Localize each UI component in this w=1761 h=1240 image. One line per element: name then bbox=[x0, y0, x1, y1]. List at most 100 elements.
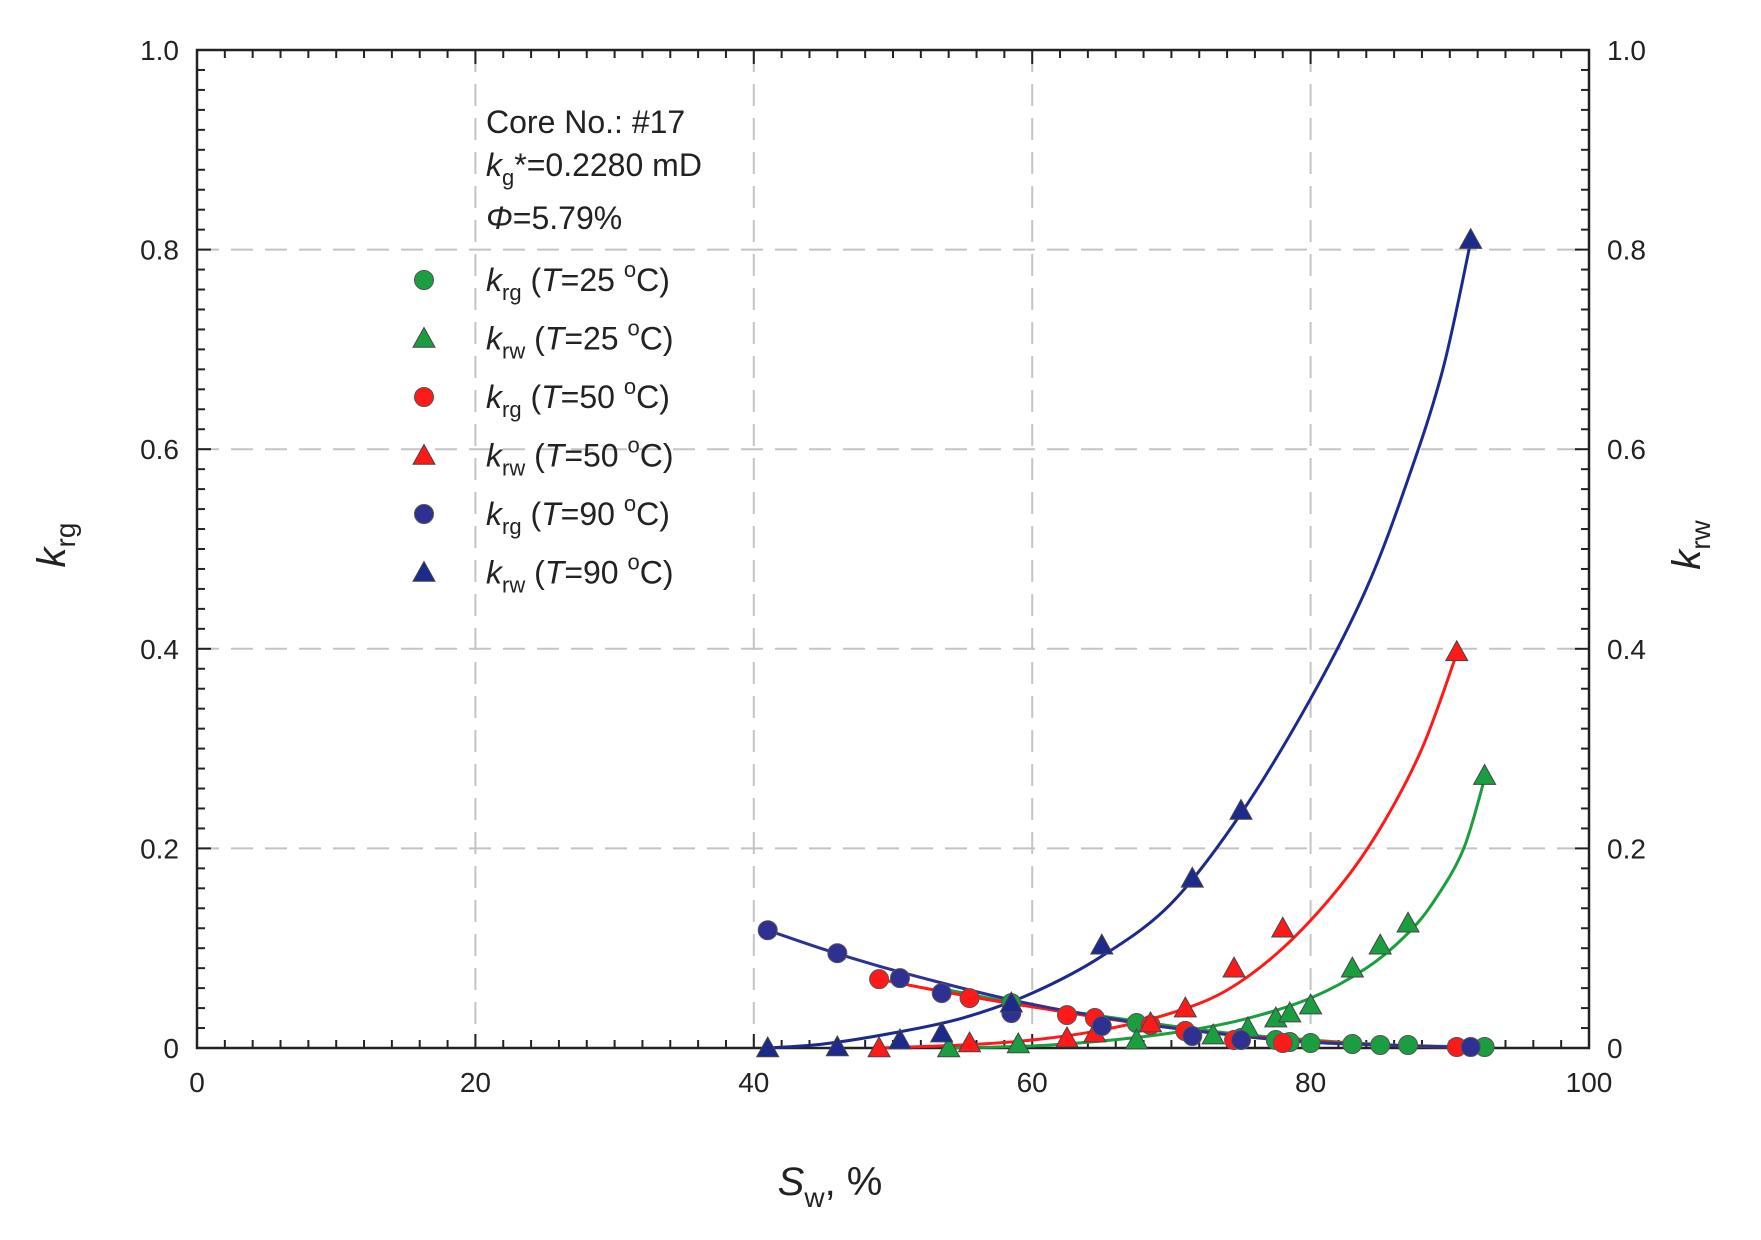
legend-label-part: k bbox=[486, 262, 504, 298]
fit-curve-krg_T90 bbox=[767, 928, 1471, 1049]
y-axis-title-left-main: k bbox=[30, 545, 74, 567]
legend-label-part: C) bbox=[640, 438, 674, 474]
legend: krg (T=25 oC)krw (T=25 oC)krg (T=50 oC)k… bbox=[412, 257, 674, 598]
legend-label-part: k bbox=[486, 555, 504, 591]
legend-label-part: ( bbox=[525, 438, 545, 474]
point-krw_T50 bbox=[1055, 1025, 1079, 1048]
legend-marker-krg_T90 bbox=[414, 504, 434, 524]
point-krw_T50 bbox=[1270, 916, 1295, 938]
x-tick-label: 0 bbox=[189, 1067, 205, 1098]
legend-label-part: o bbox=[627, 433, 639, 458]
legend-label-part: o bbox=[624, 257, 636, 282]
y-tick-label-right: 0.2 bbox=[1607, 833, 1646, 864]
legend-label-part: =25 bbox=[561, 262, 624, 298]
annotation-core: Core No.: #17 bbox=[486, 104, 685, 140]
point-krw_T90 bbox=[888, 1027, 912, 1050]
point-krg_T90 bbox=[757, 920, 778, 941]
y-tick-label-left: 0.8 bbox=[140, 235, 179, 266]
x-axis-title: Sw, % bbox=[778, 1160, 883, 1213]
legend-label-part: T bbox=[541, 262, 563, 298]
legend-label-krw_T50: krw (T=50 oC) bbox=[486, 433, 674, 481]
point-krw_T90 bbox=[825, 1034, 850, 1057]
point-krg_T50 bbox=[1057, 1005, 1077, 1026]
legend-label-part: =90 bbox=[564, 555, 627, 591]
point-krw_T90 bbox=[1180, 866, 1205, 888]
fit-curve-krw_T90 bbox=[767, 241, 1473, 1050]
annotation-kg-sub: g bbox=[502, 165, 514, 190]
point-krw_T25 bbox=[1277, 1001, 1302, 1023]
y-tick-label-right: 0.6 bbox=[1607, 434, 1646, 465]
fit-curve-krw_T50 bbox=[879, 653, 1459, 1050]
legend-label-part: k bbox=[486, 379, 504, 415]
legend-label-part: C) bbox=[640, 555, 674, 591]
legend-label-part: T bbox=[545, 321, 567, 357]
point-krg_T90 bbox=[1460, 1037, 1481, 1058]
legend-label-krw_T90: krw (T=90 oC) bbox=[486, 550, 674, 598]
legend-label-part: =50 bbox=[564, 438, 627, 474]
legend-label-part: k bbox=[486, 496, 504, 532]
y-tick-label-right: 0.8 bbox=[1607, 235, 1646, 266]
legend-label-part: T bbox=[545, 555, 567, 591]
legend-label-part: k bbox=[486, 438, 504, 474]
x-tick-label: 100 bbox=[1566, 1067, 1613, 1098]
point-krg_T90 bbox=[1091, 1016, 1112, 1037]
legend-marker-krw_T50 bbox=[412, 443, 436, 465]
point-krw_T90 bbox=[1458, 227, 1483, 249]
point-krg_T90 bbox=[827, 943, 848, 964]
point-krg_T50 bbox=[1272, 1033, 1293, 1054]
point-krw_T25 bbox=[1124, 1027, 1149, 1050]
point-krw_T50 bbox=[957, 1030, 982, 1053]
legend-label-part: o bbox=[624, 491, 636, 516]
point-krw_T25 bbox=[1340, 956, 1365, 978]
point-krw_T90 bbox=[1089, 933, 1114, 955]
y-axis-title-left: krg bbox=[30, 523, 81, 568]
legend-label-part: o bbox=[627, 550, 639, 575]
legend-label-part: ( bbox=[522, 379, 542, 415]
legend-label-part: ( bbox=[525, 321, 545, 357]
legend-label-part: ( bbox=[522, 496, 542, 532]
annotation-kg-value: *=0.2280 mD bbox=[514, 147, 702, 183]
point-krg_T25 bbox=[1398, 1035, 1419, 1056]
y-axis-title-left-sub: rg bbox=[50, 523, 81, 548]
legend-marker-krg_T50 bbox=[414, 387, 434, 407]
fit-curves bbox=[767, 241, 1487, 1050]
plot-frame bbox=[195, 48, 1591, 1050]
annotation-block: Core No.: #17 kg*=0.2280 mD Φ=5.79% bbox=[486, 104, 702, 236]
point-krw_T50 bbox=[1222, 956, 1246, 978]
point-krw_T50 bbox=[867, 1035, 891, 1058]
legend-label-krw_T25: krw (T=25 oC) bbox=[486, 316, 674, 364]
legend-label-part: C) bbox=[636, 496, 670, 532]
annotation-kg: kg*=0.2280 mD bbox=[486, 147, 702, 190]
legend-label-part: =25 bbox=[564, 321, 627, 357]
point-krg_T50 bbox=[869, 969, 890, 990]
legend-label-part: o bbox=[627, 316, 639, 341]
legend-label-part: k bbox=[486, 321, 504, 357]
y-tick-label-left: 1.0 bbox=[140, 35, 179, 66]
y-tick-label-left: 0.6 bbox=[140, 434, 179, 465]
point-krw_T90 bbox=[999, 991, 1024, 1013]
y-tick-label-right: 0.4 bbox=[1607, 634, 1646, 665]
point-krw_T90 bbox=[755, 1035, 780, 1058]
x-axis-title-suffix: , % bbox=[825, 1160, 883, 1204]
point-krw_T50 bbox=[1444, 639, 1469, 662]
y-axis-title-right-main: k bbox=[1665, 548, 1709, 570]
legend-label-part: rg bbox=[502, 280, 522, 305]
annotation-phi: Φ=5.79% bbox=[486, 200, 622, 236]
legend-marker-krw_T90 bbox=[412, 560, 436, 582]
x-tick-label: 80 bbox=[1295, 1067, 1326, 1098]
annotation-kg-main: k bbox=[486, 147, 504, 183]
point-krg_T25 bbox=[1300, 1033, 1321, 1054]
legend-label-part: ( bbox=[525, 555, 545, 591]
legend-marker-krg_T25 bbox=[414, 270, 434, 290]
legend-label-krg_T25: krg (T=25 oC) bbox=[486, 257, 670, 305]
point-krw_T90 bbox=[929, 1021, 954, 1043]
point-krw_T25 bbox=[1298, 993, 1323, 1015]
point-krw_T25 bbox=[936, 1035, 961, 1058]
y-tick-label-right: 0 bbox=[1607, 1033, 1623, 1064]
point-krg_T50 bbox=[959, 988, 980, 1009]
point-krg_T90 bbox=[1231, 1030, 1251, 1051]
point-krw_T25 bbox=[1396, 911, 1420, 933]
legend-label-part: C) bbox=[640, 321, 674, 357]
